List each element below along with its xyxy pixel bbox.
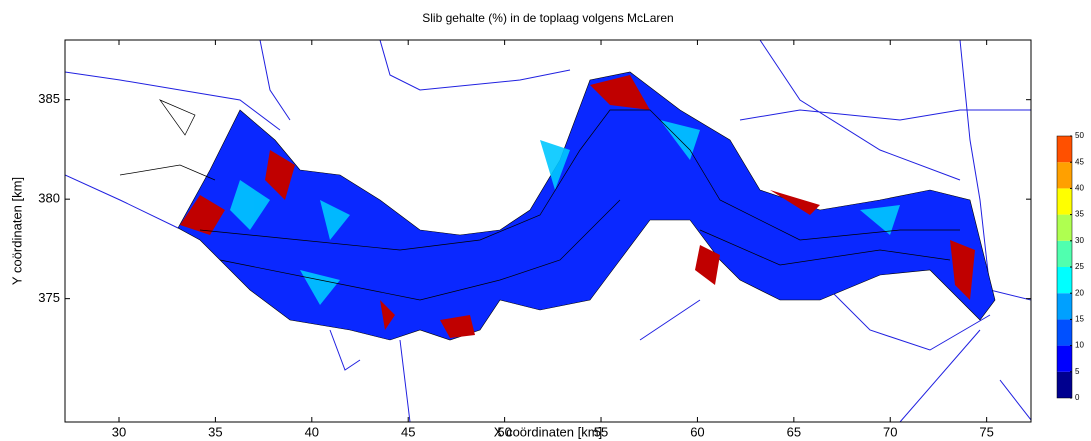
y-tick-label: 375 [38, 290, 60, 305]
x-tick-label: 70 [883, 424, 897, 439]
colorbar-band [1057, 267, 1072, 294]
x-tick-label: 60 [690, 424, 704, 439]
chart-title: Slib gehalte (%) in de toplaag volgens M… [422, 11, 673, 25]
x-tick-label: 40 [305, 424, 319, 439]
colorbar-band [1057, 319, 1072, 346]
colorbar-tick-label: 20 [1075, 288, 1084, 297]
coastline [65, 40, 1031, 422]
colorbar-tick-label: 10 [1075, 341, 1084, 350]
x-axis-label: X coördinaten [km] [494, 424, 602, 439]
colorbar-tick-label: 45 [1075, 157, 1084, 166]
colorbar-band [1057, 240, 1072, 267]
y-tick-label: 380 [38, 191, 60, 206]
x-tick-label: 55 [594, 424, 608, 439]
x-tick-label: 45 [401, 424, 415, 439]
x-tick-label: 50 [497, 424, 511, 439]
y-axis-label: Y coördinaten [km] [9, 177, 24, 285]
high-mud-patches [180, 75, 975, 338]
colorbar-tick-label: 5 [1075, 367, 1080, 376]
colorbar-tick-label: 40 [1075, 184, 1084, 193]
colorbar-band [1057, 162, 1072, 189]
y-tick-label: 385 [38, 91, 60, 106]
colorbar-band [1057, 293, 1072, 320]
colorbar-tick-label: 50 [1075, 131, 1084, 140]
colorbar-band [1057, 214, 1072, 241]
x-tick-label: 30 [112, 424, 126, 439]
plot-frame [64, 39, 1032, 423]
map-layer [65, 40, 1031, 422]
colorbar-tick-label: 15 [1075, 315, 1084, 324]
estuary-field [177, 71, 996, 341]
colorbar-tick-label: 35 [1075, 210, 1084, 219]
x-tick-label: 35 [208, 424, 222, 439]
x-tick-label: 65 [787, 424, 801, 439]
colorbar-band [1057, 188, 1072, 215]
colorbar-tick-label: 0 [1075, 393, 1080, 402]
colorbar-band [1057, 136, 1072, 163]
x-tick-label: 75 [979, 424, 993, 439]
colorbar-tick-label: 30 [1075, 236, 1084, 245]
colorbar-band [1057, 345, 1072, 372]
colorbar-tick-label: 25 [1075, 262, 1084, 271]
colorbar-band [1057, 371, 1072, 398]
depth-contour [119, 99, 960, 301]
